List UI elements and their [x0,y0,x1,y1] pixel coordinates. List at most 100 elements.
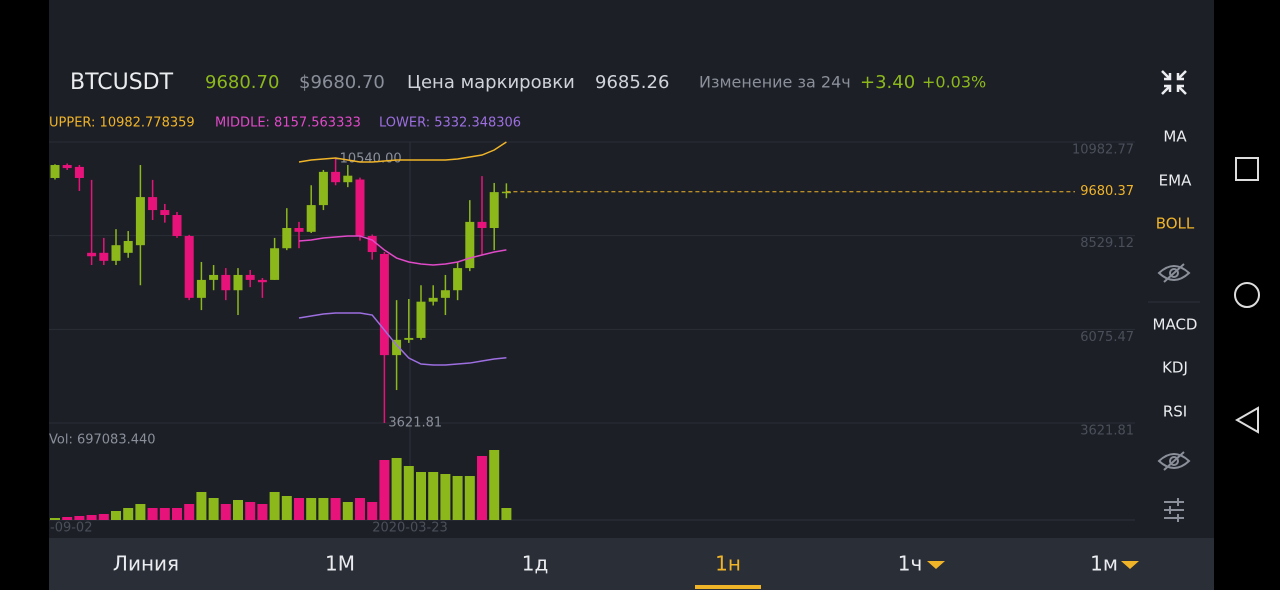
y-tick-label: 3621.81 [1080,424,1134,439]
change-pct: +0.03% [922,73,986,92]
candle-body [489,192,499,228]
candle-body [160,210,170,216]
candle-body [318,171,328,206]
volume-bar [428,472,439,520]
candle-body [99,252,109,261]
change-label: Изменение за 24ч [699,73,851,92]
candle-body [196,279,206,298]
toolbar-item[interactable]: BOLL [1156,215,1195,233]
indicator-legend: MIDDLE: 8157.563333 [215,116,361,131]
tab-dropdown [1121,561,1139,569]
price: 9680.70 [205,72,279,93]
toolbar-item[interactable]: EMA [1159,172,1192,190]
volume-bar [196,491,207,520]
volume-bar [233,499,243,520]
candle-body [221,274,231,291]
candle-body [62,165,72,169]
toolbar-item[interactable]: MACD [1153,316,1198,334]
volume-bar [269,491,280,520]
y-tick-label: 8529.12 [1080,236,1134,251]
app-bg [49,0,1214,590]
tab[interactable]: 1н [715,552,741,576]
volume-label: Vol: 697083.440 [49,433,156,448]
tab-dropdown [927,561,945,569]
tab[interactable]: 1м [1090,552,1118,576]
collapse-icon[interactable] [1161,70,1187,95]
mark-price: 9685.26 [595,72,669,93]
volume-bar [367,501,378,520]
settings-icon[interactable] [1164,498,1184,522]
candle-body [74,166,84,178]
volume-bar [416,472,426,520]
candle-body [306,205,316,232]
x-tick-label: -09-02 [50,521,92,536]
volume-bar [98,513,109,520]
candle-body [184,236,194,298]
last-price-label: 9680.37 [1080,184,1134,199]
boll-line [298,312,507,366]
volume-bar [220,504,231,520]
candle-body [135,197,145,246]
candle-body [50,165,60,178]
volume-bar [208,497,219,520]
tab[interactable]: 1д [522,552,549,576]
volume-bar [111,510,121,520]
y-tick-label: 10982.77 [1072,143,1134,158]
min-label: 3621.81 [388,416,442,431]
volume-bar [342,501,353,520]
volume-bar [257,504,268,520]
mark-label: Цена маркировки [407,72,575,93]
volume-bar [440,473,451,520]
candle-body [428,297,438,302]
candle-body [440,290,450,298]
candle-body [245,274,255,280]
nav-bar[interactable] [1234,157,1260,434]
volume-bar [281,496,292,520]
price-usd: $9680.70 [299,72,385,93]
x-tick-label: 2020-03-23 [372,521,448,536]
indicator-legend: UPPER: 10982.778359 [49,116,195,131]
volume-bar [172,508,182,520]
candle-body [404,337,414,340]
symbol: BTCUSDT [70,70,174,95]
volume-bar [330,497,341,520]
candle-body [172,215,182,237]
candle-body [465,221,475,269]
volume-bar [403,465,414,520]
candle-body [111,245,121,261]
candle-body [453,268,463,291]
volume-bar [74,516,85,520]
candle-body [282,227,292,249]
indicator-legend: LOWER: 5332.348306 [379,116,521,131]
change: +3.40 [860,72,915,93]
volume-bar [379,460,390,520]
candle-body [477,221,487,228]
volume-bar [50,518,60,520]
eye-icons[interactable] [1157,263,1191,471]
boll-line [298,141,507,163]
tab[interactable]: Линия [113,552,179,576]
toolbar-item[interactable]: MA [1163,128,1187,146]
toolbar-item[interactable]: RSI [1163,403,1187,421]
volume-bar [391,457,402,520]
tab[interactable]: 1ч [898,552,923,576]
candle-body [343,175,353,183]
toolbar-item[interactable]: KDJ [1162,359,1188,377]
candle-body [270,248,280,280]
candle-body [87,252,97,257]
candle-body [209,274,219,280]
candle-body [294,227,304,232]
candle-body [331,171,341,183]
volume-bar [147,508,158,520]
tab[interactable]: 1М [325,552,355,576]
volume-bar [489,450,500,520]
candle-body [355,179,365,237]
candle-body [233,274,243,291]
candle-body [123,240,133,253]
candle-body [148,197,158,211]
candle-body [367,236,377,253]
candle-body [501,191,511,194]
volume-bar [62,517,73,520]
volume-bar [306,497,317,520]
